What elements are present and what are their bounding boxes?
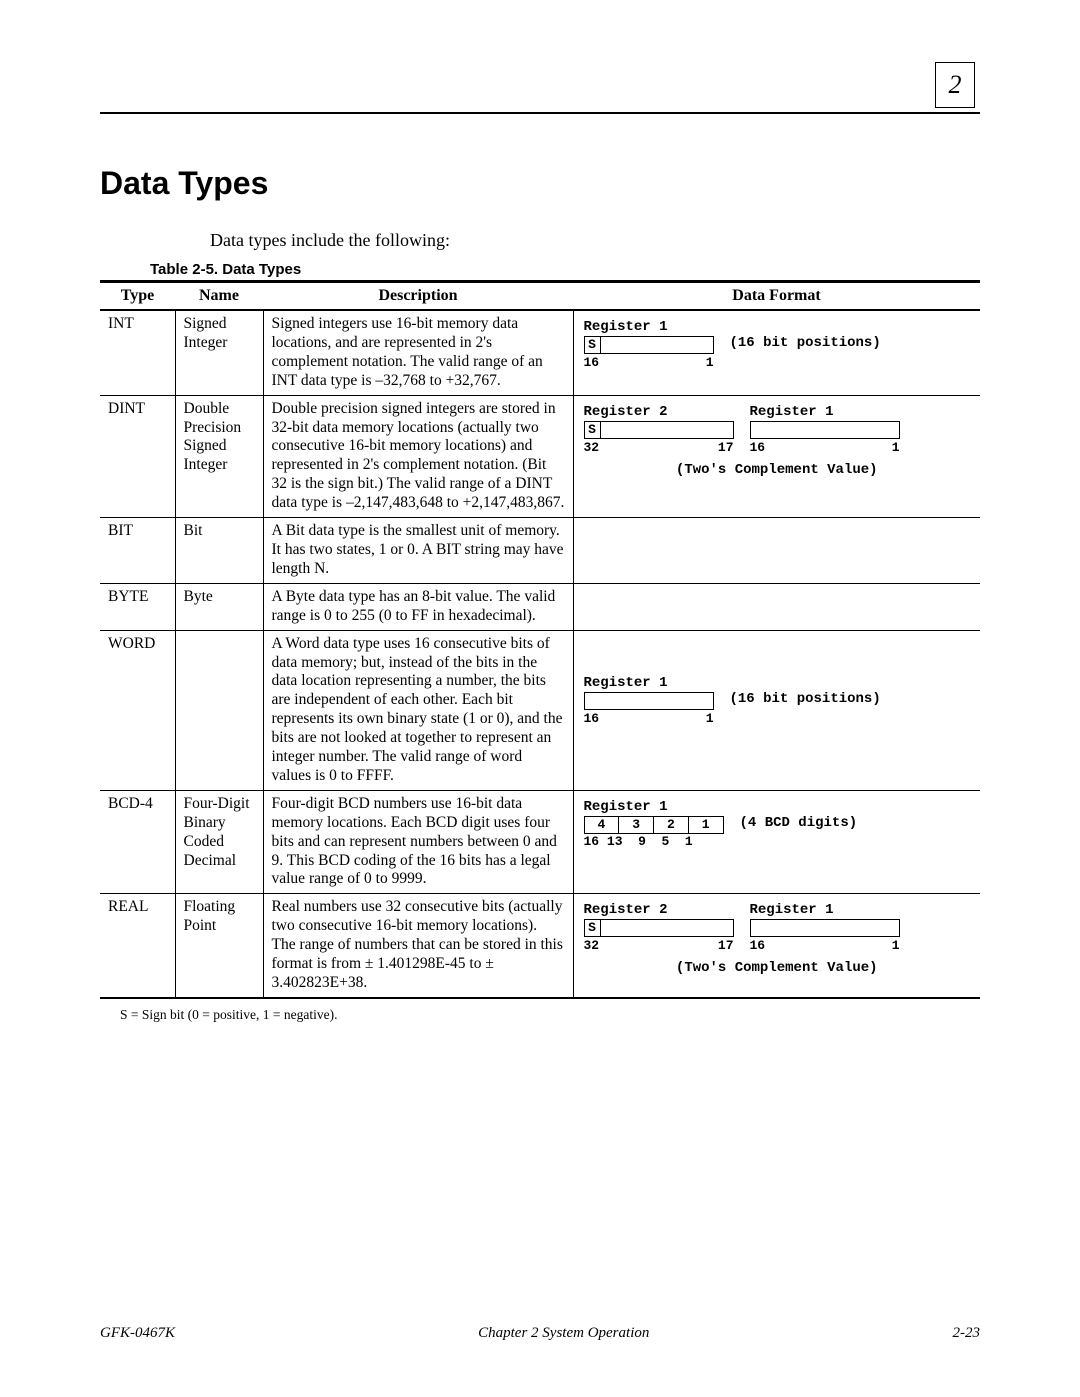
bit-num-right: 1 bbox=[706, 355, 714, 371]
table-row: DINT Double Precision Signed Integer Dou… bbox=[100, 395, 980, 517]
table-row: BIT Bit A Bit data type is the smallest … bbox=[100, 518, 980, 584]
sign-bit: S bbox=[585, 337, 601, 353]
page: 2 Data Types Data types include the foll… bbox=[0, 0, 1080, 1397]
bit-num-left: 16 bbox=[750, 938, 766, 954]
th-fmt: Data Format bbox=[573, 282, 980, 311]
register-box: S bbox=[584, 919, 734, 937]
cell-type: BYTE bbox=[100, 583, 175, 630]
table-header-row: Type Name Description Data Format bbox=[100, 282, 980, 311]
format-side-label: (4 BCD digits) bbox=[740, 815, 858, 832]
bit-num-left: 32 bbox=[584, 938, 600, 954]
register-label: Register 2 bbox=[584, 902, 734, 919]
cell-desc: A Bit data type is the smallest unit of … bbox=[263, 518, 573, 584]
bit-num-right: 17 bbox=[718, 440, 734, 456]
register-box: S bbox=[584, 336, 714, 354]
cell-type: DINT bbox=[100, 395, 175, 517]
sign-bit: S bbox=[585, 422, 601, 438]
table-row: BYTE Byte A Byte data type has an 8-bit … bbox=[100, 583, 980, 630]
bit-num-right: 17 bbox=[718, 938, 734, 954]
bit-num-right: 1 bbox=[892, 938, 900, 954]
bcd-digit: 4 bbox=[585, 817, 620, 833]
cell-desc: Real numbers use 32 consecutive bits (ac… bbox=[263, 894, 573, 998]
th-type: Type bbox=[100, 282, 175, 311]
cell-format: Register 1 16 1 (16 bit positions) bbox=[573, 630, 980, 790]
register-label: Register 1 bbox=[584, 675, 714, 692]
footnote: S = Sign bit (0 = positive, 1 = negative… bbox=[120, 1007, 980, 1023]
cell-name: Signed Integer bbox=[175, 310, 263, 395]
format-side-label: (16 bit positions) bbox=[730, 335, 881, 352]
cell-desc: A Word data type uses 16 consecutive bit… bbox=[263, 630, 573, 790]
th-name: Name bbox=[175, 282, 263, 311]
format-side-label: (16 bit positions) bbox=[730, 691, 881, 708]
cell-format: Register 1 4 3 2 1 16 13 9 5 1 (4 BCD di… bbox=[573, 790, 980, 894]
footer-right: 2-23 bbox=[952, 1325, 980, 1342]
cell-format bbox=[573, 583, 980, 630]
bit-num-left: 16 bbox=[584, 711, 600, 727]
bit-num-right: 1 bbox=[892, 440, 900, 456]
cell-format bbox=[573, 518, 980, 584]
bit-num-left: 32 bbox=[584, 440, 600, 456]
table-row: REAL Floating Point Real numbers use 32 … bbox=[100, 894, 980, 998]
bit-num-left: 16 bbox=[584, 355, 600, 371]
cell-name: Floating Point bbox=[175, 894, 263, 998]
bcd-digit: 3 bbox=[619, 817, 654, 833]
th-desc: Description bbox=[263, 282, 573, 311]
bit-num-right: 1 bbox=[706, 711, 714, 727]
register-label: Register 1 bbox=[750, 404, 900, 421]
footer-center: Chapter 2 System Operation bbox=[478, 1325, 649, 1342]
register-label: Register 1 bbox=[584, 319, 714, 336]
table-row: BCD-4 Four-Digit Binary Coded Decimal Fo… bbox=[100, 790, 980, 894]
register-label: Register 1 bbox=[750, 902, 900, 919]
page-title: Data Types bbox=[100, 165, 980, 202]
format-bottom-label: (Two's Complement Value) bbox=[584, 960, 971, 977]
page-footer: GFK-0467K Chapter 2 System Operation 2-2… bbox=[100, 1325, 980, 1342]
bit-num-left: 16 bbox=[750, 440, 766, 456]
cell-format: Register 2 S 32 17 bbox=[573, 395, 980, 517]
table-row: WORD A Word data type uses 16 consecutiv… bbox=[100, 630, 980, 790]
register-box: S bbox=[584, 421, 734, 439]
data-types-table: Type Name Description Data Format INT Si… bbox=[100, 280, 980, 999]
register-box bbox=[750, 919, 900, 937]
table-caption: Table 2-5. Data Types bbox=[150, 261, 980, 278]
bcd-digit: 2 bbox=[654, 817, 689, 833]
cell-desc: Signed integers use 16-bit memory data l… bbox=[263, 310, 573, 395]
cell-desc: Double precision signed integers are sto… bbox=[263, 395, 573, 517]
bit-numbers: 16 13 9 5 1 bbox=[584, 834, 724, 850]
cell-type: BCD-4 bbox=[100, 790, 175, 894]
cell-name bbox=[175, 630, 263, 790]
chapter-number-box: 2 bbox=[935, 62, 975, 108]
cell-desc: A Byte data type has an 8-bit value. The… bbox=[263, 583, 573, 630]
format-bottom-label: (Two's Complement Value) bbox=[584, 462, 971, 479]
cell-desc: Four-digit BCD numbers use 16-bit data m… bbox=[263, 790, 573, 894]
cell-format: Register 2 S 32 17 bbox=[573, 894, 980, 998]
intro-text: Data types include the following: bbox=[210, 230, 980, 251]
cell-type: BIT bbox=[100, 518, 175, 584]
cell-format: Register 1 S 16 1 (16 bit posi bbox=[573, 310, 980, 395]
cell-name: Byte bbox=[175, 583, 263, 630]
register-label: Register 1 bbox=[584, 799, 724, 816]
register-box bbox=[750, 421, 900, 439]
cell-type: REAL bbox=[100, 894, 175, 998]
cell-name: Double Precision Signed Integer bbox=[175, 395, 263, 517]
cell-name: Bit bbox=[175, 518, 263, 584]
sign-bit: S bbox=[585, 920, 601, 936]
cell-type: WORD bbox=[100, 630, 175, 790]
header-rule bbox=[100, 112, 980, 114]
register-label: Register 2 bbox=[584, 404, 734, 421]
register-box bbox=[584, 692, 714, 710]
cell-type: INT bbox=[100, 310, 175, 395]
cell-name: Four-Digit Binary Coded Decimal bbox=[175, 790, 263, 894]
footer-left: GFK-0467K bbox=[100, 1325, 175, 1342]
table-row: INT Signed Integer Signed integers use 1… bbox=[100, 310, 980, 395]
bcd-digit: 1 bbox=[689, 817, 723, 833]
register-box: 4 3 2 1 bbox=[584, 816, 724, 834]
